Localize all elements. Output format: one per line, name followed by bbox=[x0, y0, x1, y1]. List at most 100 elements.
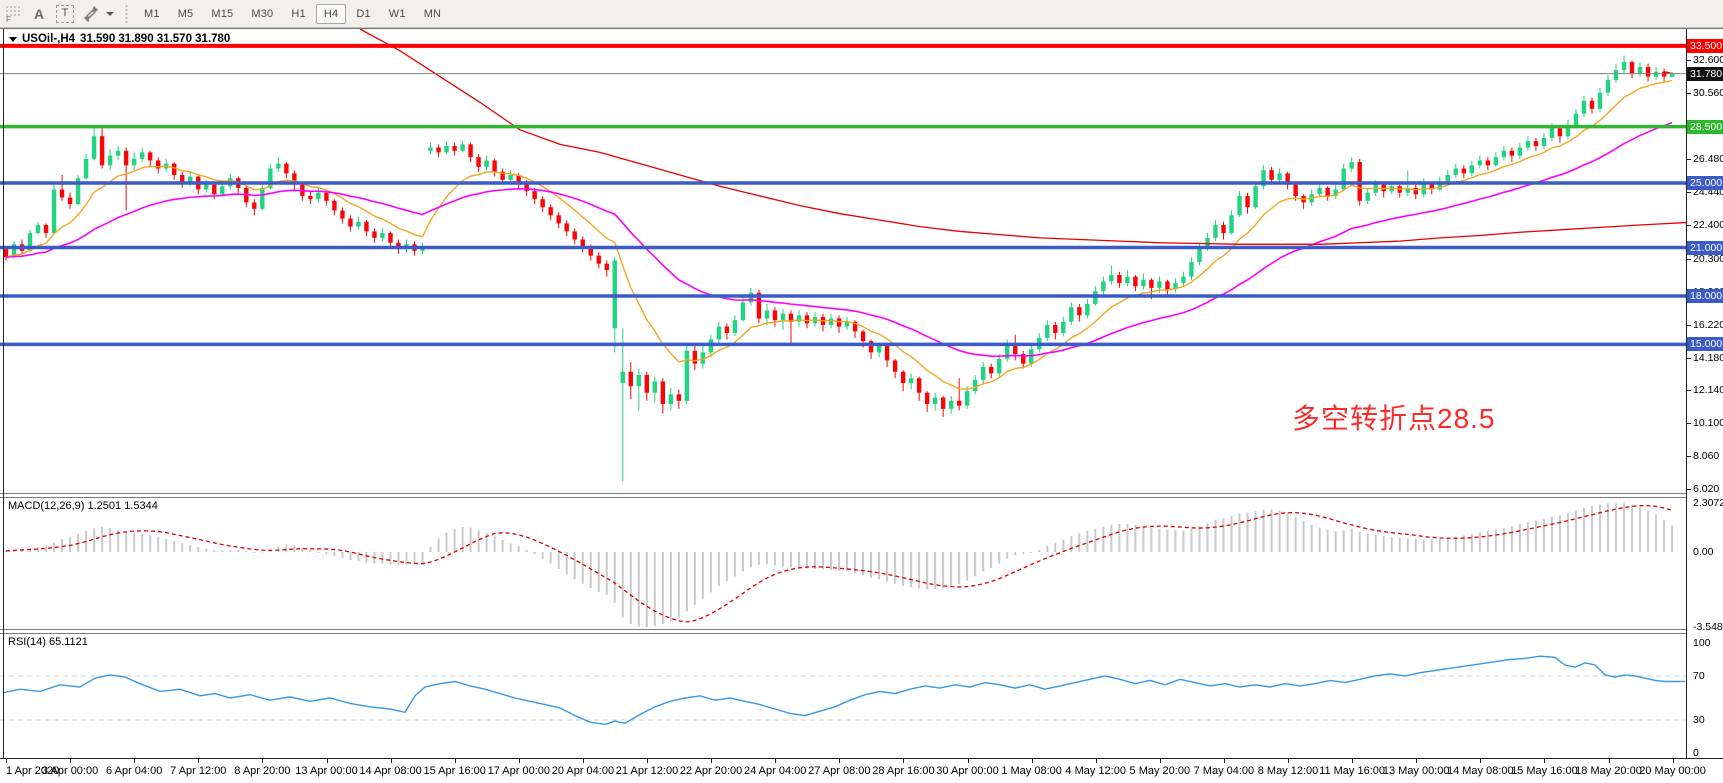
time-tick-mark bbox=[647, 759, 648, 763]
pane-splitter-macd[interactable] bbox=[0, 493, 1723, 498]
time-axis[interactable]: 1 Apr 2020 3 Apr 00:00 6 Apr 04:00 7 Apr 12… bbox=[0, 758, 1723, 783]
time-tick-mark bbox=[1031, 759, 1033, 763]
timeframe-button-m15[interactable]: M15 bbox=[211, 7, 234, 20]
timeframe-button-m30[interactable]: M30 bbox=[251, 7, 274, 20]
time-axis-label: 13 Apr 00:00 bbox=[295, 765, 358, 777]
timeframe-button-h4[interactable]: H4 bbox=[315, 3, 347, 24]
time-tick-mark bbox=[70, 759, 72, 763]
time-axis-label: 13 May 00:00 bbox=[1382, 765, 1450, 777]
price-tick-label: 30.560 bbox=[1693, 87, 1723, 100]
time-axis-label: 15 Apr 16:00 bbox=[423, 765, 486, 777]
time-tick-mark bbox=[326, 759, 328, 763]
time-axis-label: 22 Apr 20:00 bbox=[679, 765, 743, 777]
time-tick-mark bbox=[262, 759, 264, 763]
price-tick-label: 8.060 bbox=[1693, 450, 1720, 463]
price-tick-label: 22.400 bbox=[1693, 218, 1723, 231]
price-tick-mark bbox=[1687, 390, 1691, 392]
time-axis-label: 1 Apr 2020 bbox=[6, 765, 60, 777]
time-tick-mark bbox=[711, 759, 713, 763]
time-axis-label: 30 Apr 00:00 bbox=[936, 765, 999, 777]
time-axis-label: 1 May 08:00 bbox=[1001, 765, 1062, 777]
time-axis-label: 15 May 16:00 bbox=[1511, 765, 1578, 777]
indicator-grid-icon[interactable]: F bbox=[2, 3, 24, 25]
svg-text:F: F bbox=[6, 15, 11, 23]
price-tick-mark bbox=[1687, 93, 1691, 95]
timeframe-button-mn[interactable]: MN bbox=[423, 7, 442, 20]
time-axis-label: 20 Apr 04:00 bbox=[551, 765, 615, 777]
price-badge: 33.500 bbox=[1687, 38, 1723, 53]
time-axis-label: 20 May 00:00 bbox=[1639, 765, 1706, 777]
macd-axis-label: 2.3072 bbox=[1693, 497, 1723, 510]
time-tick-mark bbox=[1159, 759, 1161, 763]
rsi-axis-label: 100 bbox=[1693, 637, 1711, 649]
timeframe-button-m5[interactable]: M5 bbox=[177, 7, 194, 20]
time-axis-label: 18 May 20:00 bbox=[1575, 765, 1642, 777]
time-axis-label: 7 May 04:00 bbox=[1193, 765, 1255, 777]
time-axis-label: 17 Apr 00:00 bbox=[487, 765, 550, 777]
price-tick-label: 10.100 bbox=[1693, 417, 1723, 430]
macd-indicator-pane[interactable] bbox=[0, 496, 1686, 629]
price-tick-mark bbox=[1687, 224, 1691, 226]
time-axis-label: 21 Apr 12:00 bbox=[615, 765, 679, 777]
time-axis-label: 6 Apr 04:00 bbox=[106, 765, 163, 777]
price-tick-mark bbox=[1687, 489, 1691, 491]
price-tick-mark bbox=[1687, 159, 1691, 161]
time-tick-mark bbox=[1672, 759, 1674, 763]
pane-splitter-rsi[interactable] bbox=[0, 629, 1723, 634]
rsi-indicator-pane[interactable] bbox=[0, 632, 1686, 758]
ohlc-values: 31.590 31.890 31.570 31.780 bbox=[80, 33, 231, 45]
time-axis-label: 5 May 20:00 bbox=[1129, 765, 1191, 777]
price-badge: 15.000 bbox=[1687, 337, 1723, 352]
time-tick-mark bbox=[1095, 759, 1097, 763]
time-tick-mark bbox=[1608, 759, 1610, 763]
timeframe-button-d1[interactable]: D1 bbox=[356, 7, 371, 20]
time-axis-label: 8 Apr 20:00 bbox=[234, 765, 291, 777]
time-tick-mark bbox=[454, 759, 456, 763]
timeframe-button-h1[interactable]: H1 bbox=[291, 7, 306, 20]
rsi-axis-label: 30 bbox=[1693, 714, 1705, 726]
time-tick-mark bbox=[134, 759, 136, 763]
price-tick-mark bbox=[1687, 324, 1691, 326]
price-tick-mark bbox=[1687, 423, 1691, 425]
rsi-label: RSI(14) 65.1121 bbox=[8, 636, 88, 648]
text-box-icon[interactable]: T bbox=[54, 3, 76, 25]
symbol-dropdown-icon[interactable] bbox=[9, 36, 17, 42]
chart-title[interactable]: USOil-,H4 31.590 31.890 31.570 31.780 bbox=[9, 33, 230, 45]
macd-axis-label: -3.5484 bbox=[1693, 621, 1723, 634]
chevron-down-icon[interactable] bbox=[106, 11, 114, 16]
time-tick-mark bbox=[1352, 759, 1354, 763]
time-tick-mark bbox=[1223, 759, 1225, 763]
macd-axis-label: 0.00 bbox=[1693, 546, 1714, 558]
time-tick-mark bbox=[518, 759, 520, 763]
timeframe-button-w1[interactable]: W1 bbox=[388, 7, 406, 20]
font-a-icon[interactable]: A bbox=[33, 5, 45, 22]
main-price-chart[interactable] bbox=[0, 29, 1686, 493]
price-tick-label: 16.220 bbox=[1693, 318, 1723, 331]
price-tick-label: 14.180 bbox=[1693, 351, 1723, 364]
axis-separator bbox=[1686, 29, 1687, 758]
price-badge: 18.000 bbox=[1687, 288, 1723, 303]
time-axis-label: 7 Apr 12:00 bbox=[170, 765, 227, 777]
time-tick-mark bbox=[198, 759, 200, 763]
time-axis-label: 11 May 16:00 bbox=[1319, 765, 1386, 777]
price-tick-label: 6.020 bbox=[1693, 483, 1720, 496]
toolbar: F A T M1 M5 M15 M30 H1 H4 D1 W1 MN bbox=[0, 0, 1723, 28]
toolbar-grip-handle[interactable] bbox=[124, 3, 129, 24]
price-tick-mark bbox=[1687, 192, 1691, 194]
price-axis[interactable]: 32.60030.56026.48024.44022.40020.30018.2… bbox=[1687, 29, 1723, 759]
cycle-arrows-icon[interactable] bbox=[80, 3, 102, 25]
time-tick-mark bbox=[1416, 759, 1418, 763]
chart-window: USOil-,H4 31.590 31.890 31.570 31.780 多空… bbox=[0, 28, 1723, 783]
time-tick-mark bbox=[1288, 759, 1289, 763]
timeframe-button-m1[interactable]: M1 bbox=[144, 7, 160, 20]
time-tick-mark bbox=[839, 759, 841, 763]
time-tick-mark bbox=[903, 759, 905, 763]
time-tick-mark bbox=[967, 759, 969, 763]
price-tick-mark bbox=[1687, 357, 1691, 359]
time-axis-label: 14 Apr 08:00 bbox=[359, 765, 422, 777]
price-tick-label: 26.480 bbox=[1693, 153, 1723, 166]
rsi-axis-label: 70 bbox=[1693, 670, 1705, 682]
time-tick-mark bbox=[582, 759, 584, 763]
time-axis-label: 3 Apr 00:00 bbox=[41, 765, 99, 777]
time-tick-mark bbox=[1544, 759, 1546, 763]
